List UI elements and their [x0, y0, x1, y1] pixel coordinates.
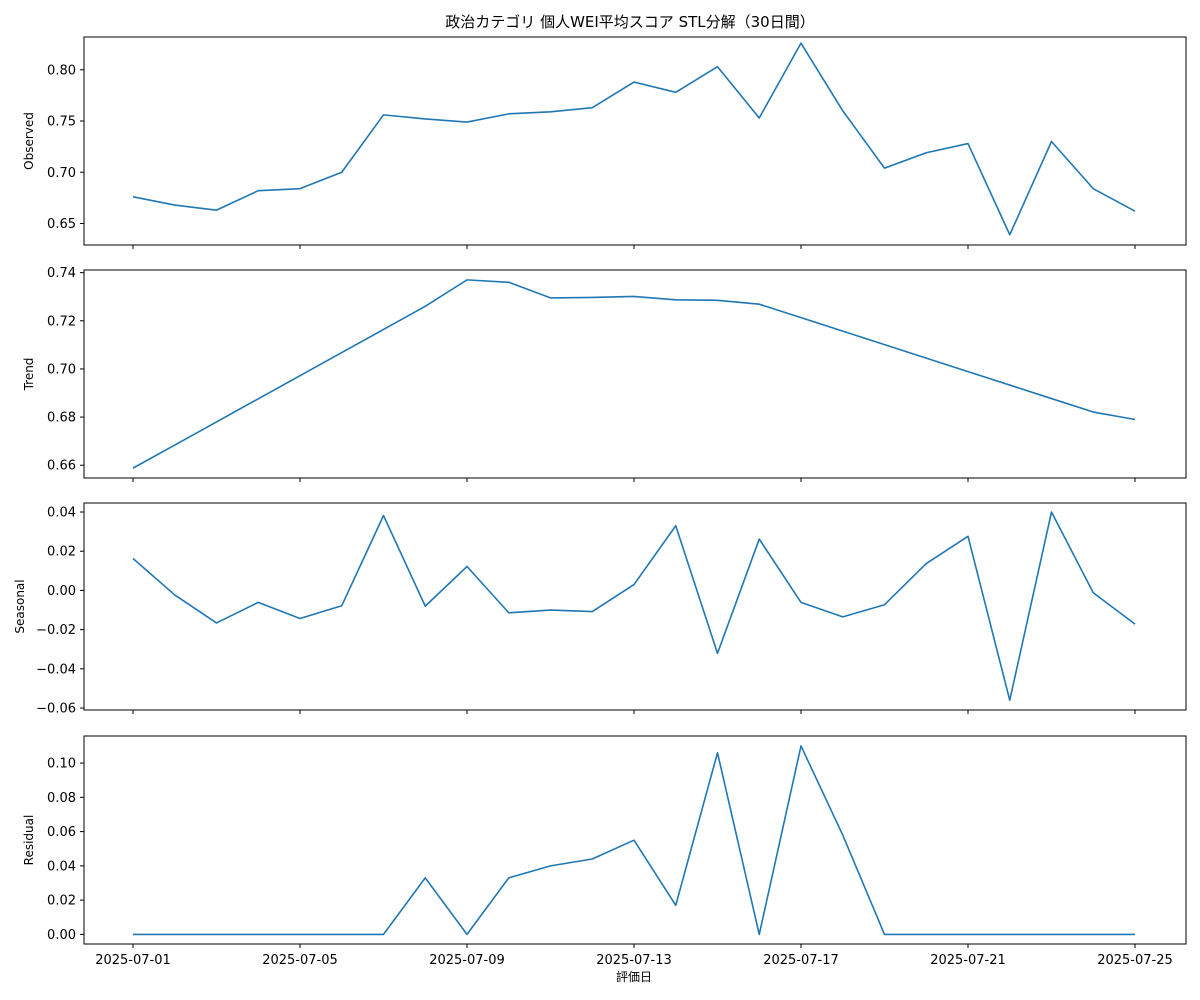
- observed-y-tick-label: 0.65: [47, 217, 76, 232]
- trend-y-tick-label: 0.66: [47, 459, 76, 474]
- observed-series-line: [132, 42, 1136, 236]
- residual-series-line: [133, 745, 1135, 936]
- residual-y-axis-label: Residual: [22, 815, 36, 866]
- trend-y-tick-label: 0.70: [47, 362, 76, 377]
- seasonal-y-tick-label: 0.04: [47, 506, 76, 521]
- observed-y-tick-label: 0.75: [47, 115, 76, 130]
- seasonal-y-tick-label: 0.00: [47, 584, 76, 599]
- observed-y-tick-label: 0.70: [47, 166, 76, 181]
- chart-title: 政治カテゴリ 個人WEI平均スコア STL分解（30日間）: [445, 13, 814, 31]
- x-axis-label: 評価日: [616, 969, 652, 984]
- residual-y-tick-label: 0.00: [47, 928, 76, 943]
- panel-seasonal: −0.06 −0.04 −0.02 0.00 0.02 0.04 Seasonal: [13, 502, 1187, 717]
- panel-trend: 0.66 0.68 0.70 0.72 0.74 Trend: [22, 266, 1187, 482]
- seasonal-plot-frame: [83, 502, 1187, 711]
- trend-plot-frame: [83, 269, 1187, 479]
- seasonal-y-tick-label: −0.04: [36, 662, 76, 677]
- residual-y-tick-label: 0.08: [47, 791, 76, 806]
- x-tick-label: 2025-07-01: [95, 953, 171, 968]
- x-tick-label: 2025-07-09: [429, 953, 505, 968]
- seasonal-y-tick-label: −0.06: [36, 702, 76, 717]
- x-tick-label: 2025-07-21: [930, 953, 1006, 968]
- panel-residual: 0.00 0.02 0.04 0.06 0.08 0.10 2025-07-01 2025-0…: [22, 735, 1187, 968]
- observed-plot-frame: [83, 36, 1187, 246]
- trend-y-tick-label: 0.74: [47, 266, 76, 281]
- residual-y-tick-label: 0.04: [47, 859, 76, 874]
- residual-y-tick-label: 0.06: [47, 825, 76, 840]
- residual-y-tick-label: 0.02: [47, 894, 76, 909]
- residual-y-tick-label: 0.10: [47, 757, 76, 772]
- observed-y-axis-label: Observed: [22, 112, 36, 170]
- trend-y-tick-label: 0.68: [47, 411, 76, 426]
- x-tick-label: 2025-07-05: [262, 953, 338, 968]
- seasonal-y-tick-label: 0.02: [47, 545, 76, 560]
- residual-plot-frame: [83, 735, 1187, 945]
- x-tick-label: 2025-07-25: [1097, 953, 1173, 968]
- seasonal-series-line: [132, 511, 1136, 702]
- seasonal-y-tick-label: −0.02: [36, 623, 76, 638]
- x-tick-label: 2025-07-17: [763, 953, 839, 968]
- trend-y-axis-label: Trend: [22, 358, 36, 392]
- observed-y-tick-label: 0.80: [47, 63, 76, 78]
- trend-y-tick-label: 0.72: [47, 314, 76, 329]
- x-tick-label: 2025-07-13: [596, 953, 672, 968]
- panel-observed: 0.65 0.70 0.75 0.80 Observed: [22, 36, 1187, 249]
- seasonal-y-axis-label: Seasonal: [13, 579, 27, 633]
- trend-series-line: [132, 279, 1136, 469]
